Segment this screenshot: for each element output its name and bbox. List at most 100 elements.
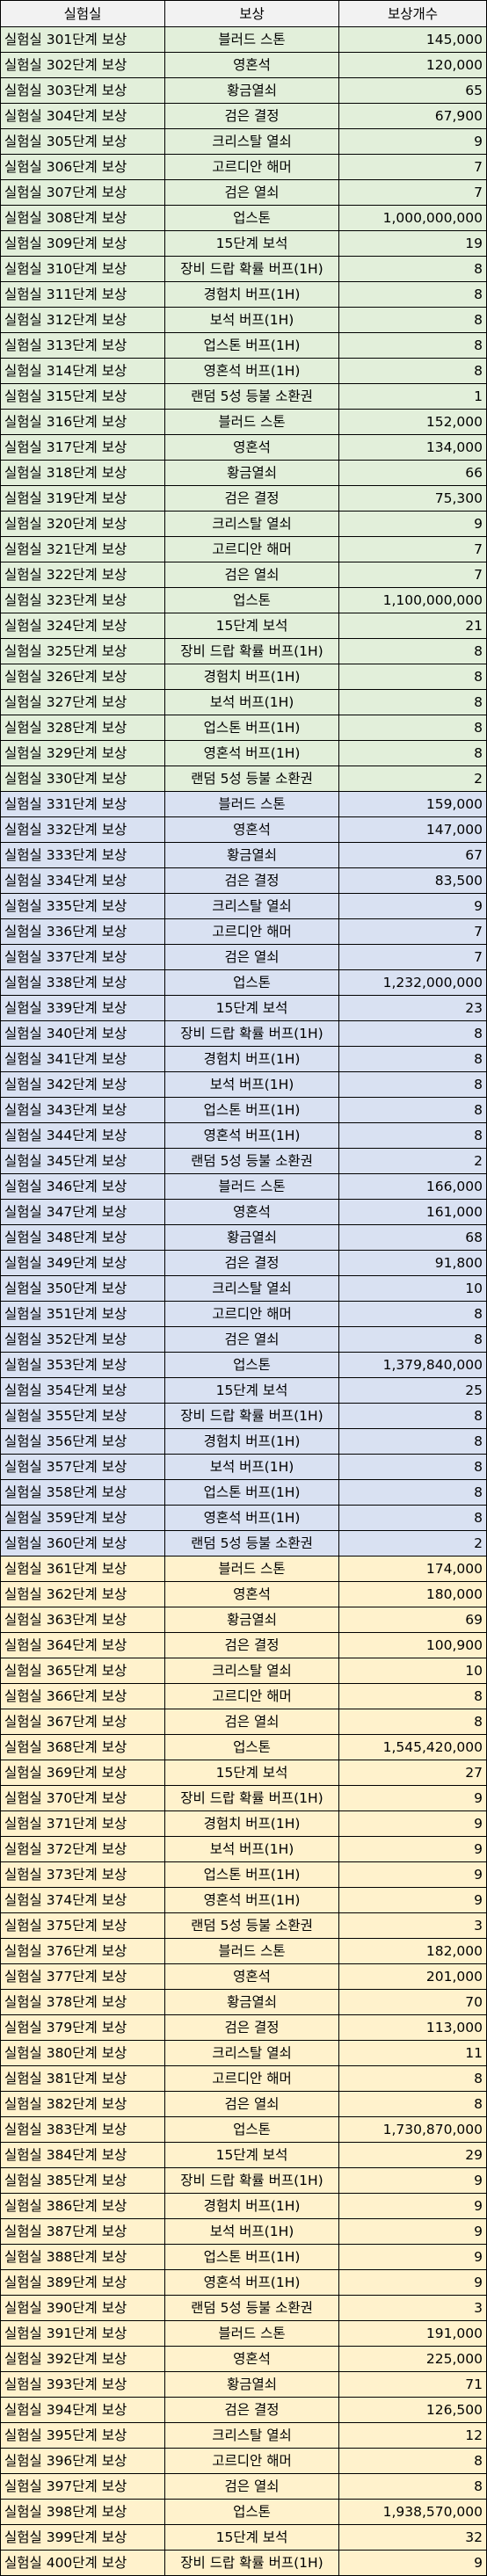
stage-cell: 실험실 351단계 보상 <box>0 1301 165 1327</box>
count-cell: 126,500 <box>338 2397 487 2423</box>
table-row: 실험실 379단계 보상 검은 결정 113,000 <box>0 2014 487 2041</box>
table-row: 실험실 348단계 보상 황금열쇠 68 <box>0 1224 487 1251</box>
count-cell: 147,000 <box>338 816 487 843</box>
count-cell: 1,232,000,000 <box>338 969 487 996</box>
count-cell: 7 <box>338 536 487 562</box>
table-row: 실험실 385단계 보상 장비 드랍 확률 버프(1H) 9 <box>0 2167 487 2194</box>
count-cell: 21 <box>338 613 487 639</box>
stage-cell: 실험실 320단계 보상 <box>0 511 165 537</box>
count-cell: 8 <box>338 638 487 664</box>
stage-cell: 실험실 314단계 보상 <box>0 358 165 384</box>
count-cell: 66 <box>338 460 487 486</box>
count-cell: 8 <box>338 281 487 308</box>
stage-cell: 실험실 392단계 보상 <box>0 2346 165 2372</box>
reward-cell: 영혼석 버프(1H) <box>164 1887 339 1913</box>
table-row: 실험실 332단계 보상 영혼석 147,000 <box>0 816 487 843</box>
reward-cell: 영혼석 <box>164 1581 339 1607</box>
table-row: 실험실 352단계 보상 검은 열쇠 8 <box>0 1326 487 1353</box>
table-row: 실험실 316단계 보상 블러드 스톤 152,000 <box>0 409 487 435</box>
table-row: 실험실 357단계 보상 보석 버프(1H) 8 <box>0 1454 487 1480</box>
table-row: 실험실 313단계 보상 업스톤 버프(1H) 8 <box>0 332 487 359</box>
reward-cell: 경험치 버프(1H) <box>164 664 339 690</box>
reward-cell: 검은 열쇠 <box>164 179 339 206</box>
table-row: 실험실 338단계 보상 업스톤 1,232,000,000 <box>0 969 487 996</box>
stage-cell: 실험실 309단계 보상 <box>0 230 165 257</box>
table-row: 실험실 392단계 보상 영혼석 225,000 <box>0 2346 487 2372</box>
count-cell: 1,730,870,000 <box>338 2116 487 2143</box>
reward-cell: 장비 드랍 확률 버프(1H) <box>164 1403 339 1429</box>
table-row: 실험실 367단계 보상 검은 열쇠 8 <box>0 1709 487 1735</box>
reward-cell: 업스톤 <box>164 2116 339 2143</box>
count-cell: 19 <box>338 230 487 257</box>
table-row: 실험실 388단계 보상 업스톤 버프(1H) 9 <box>0 2244 487 2270</box>
table-row: 실험실 391단계 보상 블러드 스톤 191,000 <box>0 2320 487 2347</box>
count-cell: 9 <box>338 2550 487 2576</box>
reward-cell: 검은 결정 <box>164 2397 339 2423</box>
table-row: 실험실 362단계 보상 영혼석 180,000 <box>0 1581 487 1607</box>
count-cell: 2 <box>338 1530 487 1556</box>
stage-cell: 실험실 302단계 보상 <box>0 52 165 78</box>
table-row: 실험실 315단계 보상 랜덤 5성 등불 소환권 1 <box>0 383 487 410</box>
stage-cell: 실험실 353단계 보상 <box>0 1352 165 1378</box>
reward-cell: 고르디안 해머 <box>164 536 339 562</box>
table-row: 실험실 330단계 보상 랜덤 5성 등불 소환권 2 <box>0 766 487 792</box>
reward-cell: 영혼석 <box>164 2346 339 2372</box>
count-cell: 9 <box>338 511 487 537</box>
count-cell: 9 <box>338 2244 487 2270</box>
reward-cell: 황금열쇠 <box>164 842 339 868</box>
reward-cell: 업스톤 <box>164 1734 339 1760</box>
count-cell: 68 <box>338 1224 487 1251</box>
table-row: 실험실 337단계 보상 검은 열쇠 7 <box>0 944 487 970</box>
stage-cell: 실험실 323단계 보상 <box>0 587 165 613</box>
count-cell: 1,100,000,000 <box>338 587 487 613</box>
reward-cell: 크리스탈 열쇠 <box>164 1275 339 1302</box>
count-cell: 8 <box>338 1097 487 1123</box>
reward-cell: 보석 버프(1H) <box>164 307 339 333</box>
table-row: 실험실 335단계 보상 크리스탈 열쇠 9 <box>0 893 487 919</box>
count-cell: 9 <box>338 1861 487 1888</box>
stage-cell: 실험실 386단계 보상 <box>0 2193 165 2219</box>
count-cell: 2 <box>338 1148 487 1174</box>
reward-cell: 황금열쇠 <box>164 1224 339 1251</box>
count-cell: 1,379,840,000 <box>338 1352 487 1378</box>
reward-cell: 영혼석 <box>164 1963 339 1990</box>
count-cell: 9 <box>338 2218 487 2245</box>
table-row: 실험실 363단계 보상 황금열쇠 69 <box>0 1607 487 1633</box>
table-row: 실험실 314단계 보상 영혼석 버프(1H) 8 <box>0 358 487 384</box>
table-row: 실험실 381단계 보상 고르디안 해머 8 <box>0 2065 487 2092</box>
reward-cell: 영혼석 버프(1H) <box>164 1505 339 1531</box>
stage-cell: 실험실 364단계 보상 <box>0 1632 165 1658</box>
stage-cell: 실험실 346단계 보상 <box>0 1173 165 1200</box>
table-row: 실험실 336단계 보상 고르디안 해머 7 <box>0 918 487 945</box>
count-cell: 9 <box>338 128 487 155</box>
stage-cell: 실험실 330단계 보상 <box>0 766 165 792</box>
reward-cell: 크리스탈 열쇠 <box>164 2040 339 2066</box>
stage-cell: 실험실 345단계 보상 <box>0 1148 165 1174</box>
count-cell: 2 <box>338 766 487 792</box>
reward-cell: 검은 결정 <box>164 2014 339 2041</box>
table-row: 실험실 329단계 보상 영혼석 버프(1H) 8 <box>0 740 487 766</box>
reward-cell: 랜덤 5성 등불 소환권 <box>164 2295 339 2321</box>
stage-cell: 실험실 312단계 보상 <box>0 307 165 333</box>
table-row: 실험실 325단계 보상 장비 드랍 확률 버프(1H) 8 <box>0 638 487 664</box>
table-row: 실험실 302단계 보상 영혼석 120,000 <box>0 52 487 78</box>
table-row: 실험실 306단계 보상 고르디안 해머 7 <box>0 154 487 180</box>
reward-cell: 크리스탈 열쇠 <box>164 2422 339 2449</box>
table-row: 실험실 365단계 보상 크리스탈 열쇠 10 <box>0 1658 487 1684</box>
stage-cell: 실험실 374단계 보상 <box>0 1887 165 1913</box>
count-cell: 8 <box>338 2065 487 2092</box>
reward-cell: 검은 결정 <box>164 1250 339 1276</box>
stage-cell: 실험실 375단계 보상 <box>0 1912 165 1939</box>
reward-cell: 크리스탈 열쇠 <box>164 893 339 919</box>
reward-cell: 검은 열쇠 <box>164 2473 339 2500</box>
stage-cell: 실험실 308단계 보상 <box>0 205 165 231</box>
table-row: 실험실 307단계 보상 검은 열쇠 7 <box>0 179 487 206</box>
reward-cell: 블러드 스톤 <box>164 791 339 817</box>
reward-cell: 블러드 스톤 <box>164 1938 339 1964</box>
table-row: 실험실 378단계 보상 황금열쇠 70 <box>0 1989 487 2015</box>
stage-cell: 실험실 355단계 보상 <box>0 1403 165 1429</box>
reward-cell: 보석 버프(1H) <box>164 1071 339 1098</box>
reward-cell: 랜덤 5성 등불 소환권 <box>164 1912 339 1939</box>
count-cell: 8 <box>338 1505 487 1531</box>
reward-cell: 15단계 보석 <box>164 230 339 257</box>
